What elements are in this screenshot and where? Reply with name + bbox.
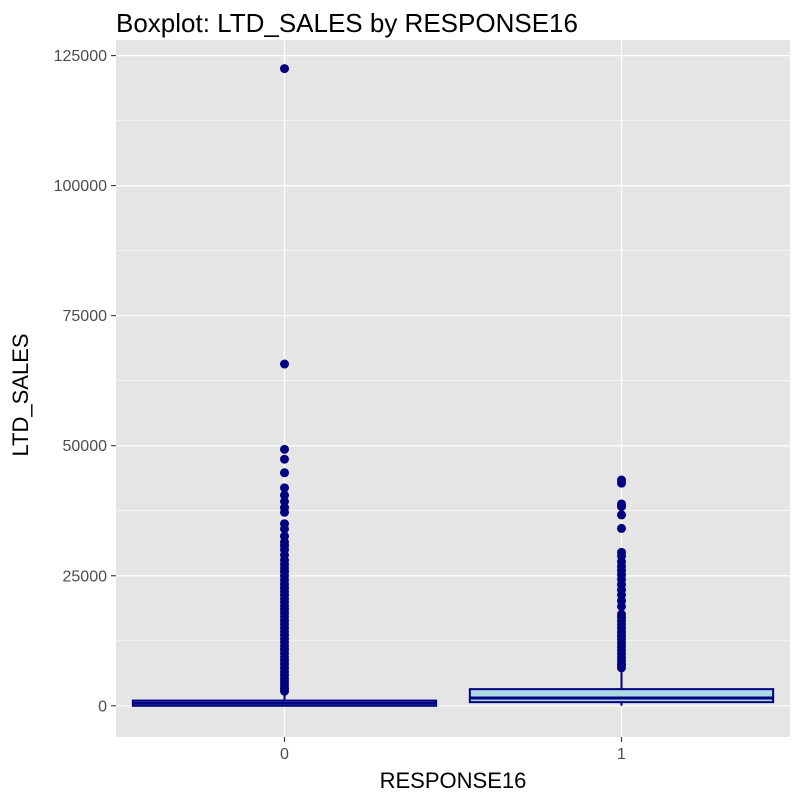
x-tick-label: 1 <box>617 746 626 763</box>
x-tick-label: 0 <box>280 746 289 763</box>
outlier-point <box>280 483 289 493</box>
minor-gridlines <box>116 120 790 642</box>
box-group-0 <box>131 64 438 707</box>
iqr-box <box>468 688 775 704</box>
y-tick-label: 0 <box>98 698 107 715</box>
outlier-point <box>280 64 289 74</box>
outlier-point <box>617 502 626 512</box>
outlier-point <box>280 507 289 517</box>
y-tick-label: 100000 <box>54 178 107 195</box>
boxplot-marks <box>131 64 775 707</box>
box-group-1 <box>468 475 775 706</box>
outlier-point <box>280 496 289 506</box>
y-axis: 0 25000 50000 75000 100000 125000 <box>54 48 116 715</box>
outlier-point <box>617 663 626 673</box>
outlier-point <box>617 601 626 611</box>
y-tick-label: 25000 <box>63 568 108 585</box>
plot-panel <box>116 40 790 737</box>
outlier-point <box>280 359 289 369</box>
y-tick-label: 125000 <box>54 48 107 65</box>
y-tick-label: 75000 <box>63 308 108 325</box>
outlier-point <box>280 468 289 478</box>
outlier-point <box>280 524 289 534</box>
outlier-point <box>617 510 626 520</box>
outlier-point <box>280 490 289 500</box>
outlier-point <box>280 686 289 696</box>
chart-title: Boxplot: LTD_SALES by RESPONSE16 <box>116 8 578 38</box>
outlier-point <box>617 523 626 533</box>
outlier-point <box>280 454 289 464</box>
outlier-point <box>280 444 289 454</box>
y-axis-title: LTD_SALES <box>8 333 33 456</box>
y-tick-label: 50000 <box>63 438 108 455</box>
outlier-point <box>617 478 626 488</box>
x-axis-title: RESPONSE16 <box>380 768 527 793</box>
